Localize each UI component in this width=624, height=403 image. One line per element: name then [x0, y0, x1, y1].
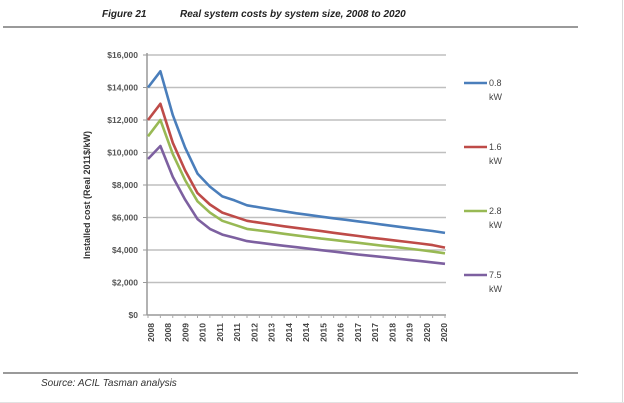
x-tick-label: 2012	[249, 323, 259, 342]
x-tick-label: 2014	[284, 323, 294, 342]
legend-item: 1.6 kW	[464, 142, 503, 166]
figure-number: Figure 21	[102, 9, 147, 20]
series-line-0-8-kw	[146, 70, 446, 235]
x-tick-label: 2011	[215, 323, 225, 342]
y-tick-label: $10,000	[107, 148, 138, 158]
x-tick-label: 2008	[163, 323, 173, 342]
legend-label-unit: kW	[489, 284, 503, 294]
y-tick-label: $4,000	[112, 245, 138, 255]
x-tick-label: 2019	[405, 323, 415, 342]
x-tick-label: 2009	[180, 323, 190, 342]
x-tick-label: 2008	[146, 323, 156, 342]
top-rule	[3, 26, 578, 28]
series-line-1-6-kw	[146, 102, 446, 249]
legend-label: 7.5	[489, 270, 502, 280]
gridlines	[147, 54, 446, 284]
series-line-2-8-kw	[146, 118, 446, 255]
legend-label-unit: kW	[489, 156, 503, 166]
x-axis-tick-labels: 2008 2008 2009 2010 2011 2011 2012 2013 2014 2014…	[146, 323, 449, 342]
x-tick-label: 2013	[267, 323, 277, 342]
series-lines	[146, 70, 446, 266]
legend: 0.8 kW 1.6 kW 2.8 kW 7.5 kW	[464, 78, 503, 294]
x-tick-label: 2011	[232, 323, 242, 342]
legend-item: 2.8 kW	[464, 206, 503, 230]
legend-item: 0.8 kW	[464, 78, 503, 102]
figure-title: Real system costs by system size, 2008 t…	[180, 9, 406, 20]
x-tick-label: 2020	[439, 323, 449, 342]
x-tick-label: 2020	[422, 323, 432, 342]
frame-border-right	[622, 0, 623, 403]
y-tick-label: $12,000	[107, 115, 138, 125]
y-tick-label: $8,000	[112, 180, 138, 190]
series-line-7-5-kw	[147, 144, 446, 266]
legend-label: 0.8	[489, 78, 502, 88]
x-tick-label: 2014	[301, 323, 311, 342]
legend-label: 2.8	[489, 206, 502, 216]
y-axis-label: Installed cost (Real 2011$/kW)	[82, 131, 92, 259]
legend-item: 7.5 kW	[464, 270, 503, 294]
bottom-rule	[3, 372, 578, 374]
y-tick-label: $16,000	[107, 50, 138, 60]
y-tick-label: $14,000	[107, 83, 138, 93]
x-tick-label: 2015	[318, 323, 328, 342]
y-tick-label: $6,000	[112, 213, 138, 223]
x-tick-label: 2018	[387, 323, 397, 342]
x-tick-label: 2017	[353, 323, 363, 342]
x-axis-minor-ticks	[147, 315, 446, 318]
x-tick-label: 2010	[198, 323, 208, 342]
y-tick-label: $2,000	[112, 278, 138, 288]
legend-label: 1.6	[489, 142, 502, 152]
x-tick-label: 2017	[370, 323, 380, 342]
y-tick-label: $0	[129, 310, 139, 320]
source-note: Source: ACIL Tasman analysis	[41, 378, 177, 389]
x-tick-label: 2016	[336, 323, 346, 342]
legend-label-unit: kW	[489, 220, 503, 230]
legend-label-unit: kW	[489, 92, 503, 102]
y-axis-ticks: $0 $2,000 $4,000 $6,000 $8,000 $10,000 $12,000…	[107, 50, 147, 320]
